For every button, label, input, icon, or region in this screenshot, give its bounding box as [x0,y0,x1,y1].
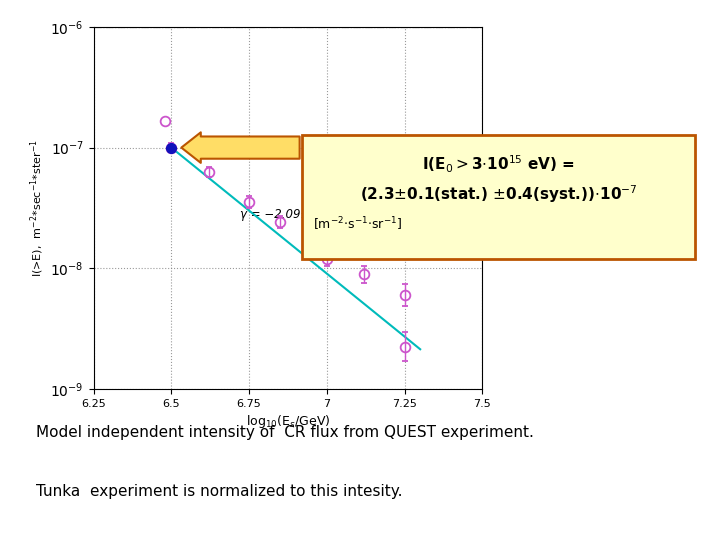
Y-axis label: I(>E),  m$^{-2}$*sec$^{-1}$*ster$^{-1}$: I(>E), m$^{-2}$*sec$^{-1}$*ster$^{-1}$ [29,139,46,277]
X-axis label: log$_{10}$(E$_s$/GeV): log$_{10}$(E$_s$/GeV) [246,413,330,430]
Text: (2.3$\pm$0.1(stat.) $\pm$0.4(syst.))$\cdot$10$^{-7}$: (2.3$\pm$0.1(stat.) $\pm$0.4(syst.))$\cd… [360,184,637,205]
Text: γ = −2.09±0.06: γ = −2.09±0.06 [240,207,336,220]
Text: [m$^{-2}$$\cdot$s$^{-1}$$\cdot$sr$^{-1}$]: [m$^{-2}$$\cdot$s$^{-1}$$\cdot$sr$^{-1}$… [313,215,402,233]
Text: Tunka  experiment is normalized to this intesity.: Tunka experiment is normalized to this i… [36,484,402,499]
Text: Model independent intensity of  CR flux from QUEST experiment.: Model independent intensity of CR flux f… [36,424,534,440]
Text: I(E$_0$$>$3$\cdot$10$^{15}$ eV) =: I(E$_0$$>$3$\cdot$10$^{15}$ eV) = [422,154,575,176]
